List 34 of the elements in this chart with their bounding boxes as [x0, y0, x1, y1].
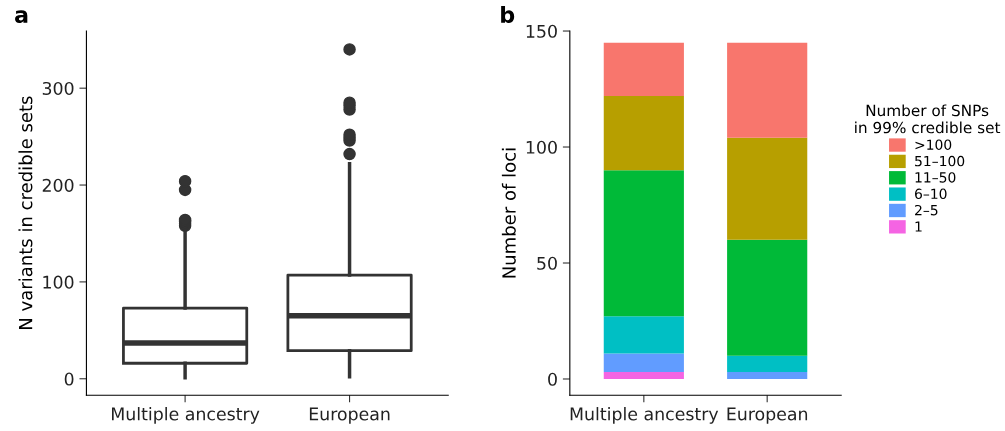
bar — [727, 42, 808, 138]
legend-label: 51–100 — [915, 155, 965, 167]
y-tick-label: 0 — [64, 372, 74, 386]
bar — [727, 355, 808, 373]
x-tick-label: Multiple ancestry — [570, 407, 719, 424]
y-tick-label: 150 — [526, 24, 557, 38]
bar — [603, 170, 684, 317]
bar — [603, 42, 684, 96]
x-tick-label: European — [309, 407, 390, 424]
x-tick-label: European — [727, 407, 808, 424]
y-tick-label: 200 — [42, 178, 74, 192]
text: a — [15, 10, 28, 24]
bar — [727, 137, 808, 240]
bar — [603, 372, 684, 379]
bar — [727, 372, 808, 379]
y-tick-label: 50 — [537, 256, 557, 270]
bar — [603, 95, 684, 171]
y-axis-title: Number of loci — [501, 148, 516, 278]
y-tick-label: 0 — [548, 372, 557, 386]
y-tick-label: 300 — [42, 81, 74, 96]
legend-label: 11–50 — [915, 172, 956, 183]
bar — [727, 239, 808, 356]
y-axis-title: N variants in credible sets — [18, 96, 33, 329]
bar — [603, 353, 684, 373]
legend-title: Number of SNPs in 99% credible set — [855, 104, 1001, 134]
y-tick-label: 100 — [43, 275, 74, 289]
legend-label: 6–10 — [915, 188, 947, 200]
bar — [603, 316, 684, 354]
y-tick-label: 100 — [526, 140, 557, 154]
x-tick-label: Multiple ancestry — [112, 407, 260, 424]
legend-label: 1 — [915, 221, 922, 232]
legend-label: >100 — [915, 139, 952, 150]
legend-label: 2–5 — [915, 204, 938, 216]
text: b — [501, 5, 515, 24]
